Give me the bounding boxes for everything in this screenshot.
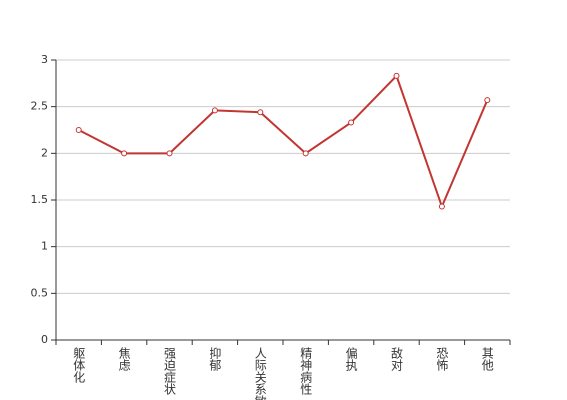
x-tick-label: 躯体化 <box>72 346 86 384</box>
y-tick-label: 3 <box>41 53 48 66</box>
y-tick-label: 2.5 <box>31 100 49 113</box>
line <box>78 74 489 210</box>
y-tick-label: 1.5 <box>31 193 49 206</box>
point <box>211 107 218 114</box>
point <box>348 119 355 126</box>
y-tick-label: 2 <box>41 146 48 159</box>
x-tick-label: 恐怖 <box>435 347 449 371</box>
point <box>393 72 400 79</box>
point <box>438 203 445 210</box>
x-tick-label: 敌对 <box>390 346 404 371</box>
y-tick-label: 0 <box>41 333 48 346</box>
x-tick-label: 焦虑 <box>117 347 131 371</box>
point <box>484 97 491 104</box>
x-tick-label: 偏执 <box>344 346 358 372</box>
x-tick-label: 精神病性 <box>299 347 313 396</box>
y-tick-label: 0.5 <box>31 286 49 299</box>
x-tick-label: 其他 <box>480 347 494 371</box>
point <box>166 150 173 157</box>
x-tick-label: 抑郁 <box>208 346 222 372</box>
point <box>121 150 128 157</box>
point <box>302 150 309 157</box>
point <box>257 109 264 116</box>
x-tick-label: 强迫症状 <box>163 347 177 395</box>
point <box>75 127 82 133</box>
x-tick-label: 人际关系敏感 <box>253 347 267 400</box>
y-tick-label: 1 <box>41 240 48 253</box>
